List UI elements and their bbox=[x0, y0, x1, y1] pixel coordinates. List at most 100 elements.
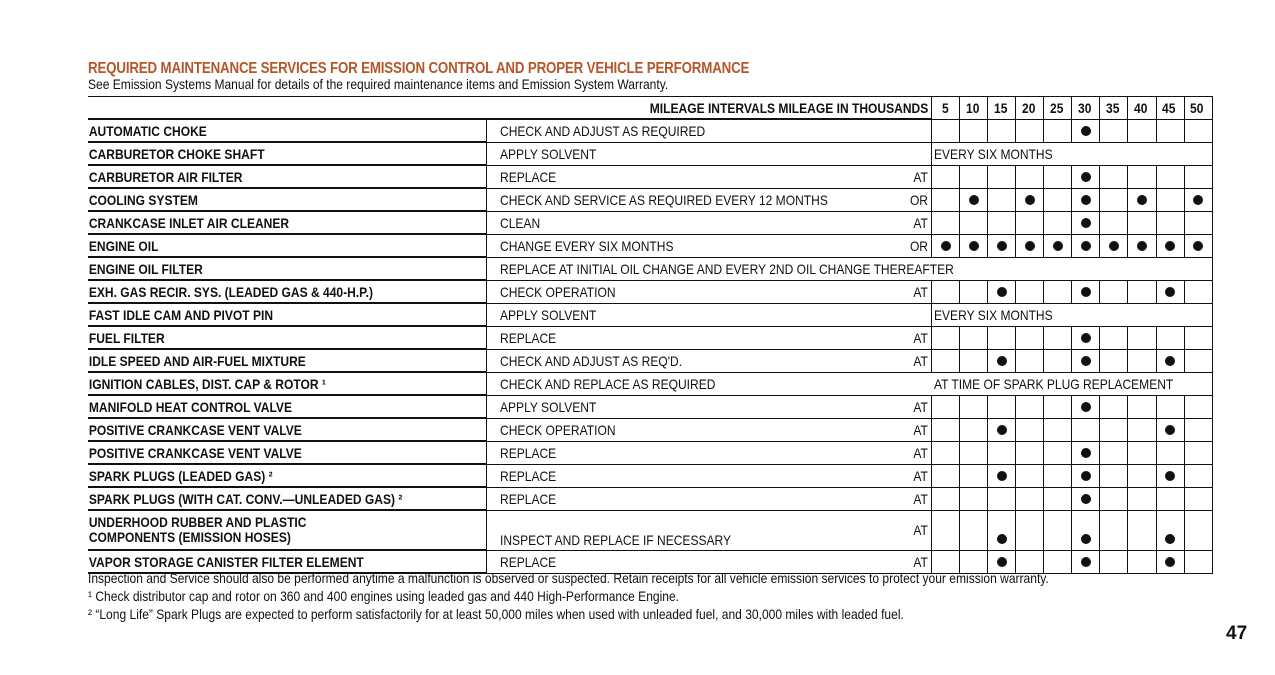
interval-cell-10 bbox=[959, 509, 989, 551]
interval-qualifier: AT bbox=[913, 421, 928, 438]
interval-cell-25 bbox=[1043, 348, 1073, 373]
interval-cell-5 bbox=[930, 486, 961, 511]
item-cell: ENGINE OIL bbox=[88, 234, 487, 258]
interval-qualifier: AT bbox=[913, 283, 928, 300]
service-dot-icon bbox=[1193, 194, 1204, 205]
service-dot-icon bbox=[1165, 240, 1176, 251]
interval-cell-5 bbox=[930, 509, 961, 551]
item-cell: CARBURETOR AIR FILTER bbox=[88, 165, 487, 189]
item-name: CRANKCASE INLET AIR CLEANER bbox=[88, 214, 290, 231]
note-general: Inspection and Service should also be pe… bbox=[88, 570, 1049, 586]
interval-cell-10 bbox=[959, 463, 989, 488]
item-cell: CRANKCASE INLET AIR CLEANER bbox=[88, 211, 487, 235]
interval-cell-20 bbox=[1015, 210, 1045, 235]
table-row: CRANKCASE INLET AIR CLEANER CLEAN AT bbox=[88, 210, 1213, 235]
interval-cell-50 bbox=[1183, 440, 1213, 465]
maintenance-schedule-table: MILEAGE INTERVALS MILEAGE IN THOUSANDS 5… bbox=[88, 96, 1213, 574]
interval-cell-35 bbox=[1099, 463, 1129, 488]
interval-cell-30 bbox=[1071, 509, 1101, 551]
interval-cell-35 bbox=[1099, 210, 1129, 235]
item-cell: CARBURETOR CHOKE SHAFT bbox=[88, 142, 487, 166]
service-dot-icon bbox=[996, 286, 1007, 297]
interval-cell-20 bbox=[1015, 509, 1045, 551]
mileage-header-40: 40 bbox=[1127, 96, 1157, 120]
item-name: POSITIVE CRANKCASE VENT VALVE bbox=[88, 444, 302, 461]
interval-cell-45 bbox=[1155, 233, 1185, 258]
interval-cell-25 bbox=[1043, 210, 1073, 235]
interval-cell-25 bbox=[1043, 440, 1073, 465]
interval-cell-50 bbox=[1183, 463, 1213, 488]
interval-cell-30 bbox=[1071, 279, 1101, 304]
interval-cell-40 bbox=[1127, 118, 1157, 143]
interval-cell-50 bbox=[1183, 233, 1213, 258]
interval-cell-45 bbox=[1155, 210, 1185, 235]
service-dot-icon bbox=[1080, 286, 1091, 297]
interval-cell-5 bbox=[930, 417, 961, 442]
interval-cell-45 bbox=[1155, 509, 1185, 551]
interval-cell-10 bbox=[959, 118, 989, 143]
interval-cell-20 bbox=[1015, 233, 1045, 258]
interval-cell-20 bbox=[1015, 164, 1045, 189]
interval-cell-15 bbox=[987, 348, 1017, 373]
action-text: REPLACE bbox=[500, 444, 557, 461]
mileage-value: 35 bbox=[1106, 99, 1120, 116]
action-cell: REPLACE AT bbox=[486, 326, 932, 350]
interval-span-cell: EVERY SIX MONTHS bbox=[931, 302, 1213, 327]
interval-cell-35 bbox=[1099, 440, 1129, 465]
service-dot-icon bbox=[1080, 470, 1091, 481]
service-dot-icon bbox=[1165, 355, 1176, 366]
item-name: ENGINE OIL FILTER bbox=[88, 260, 203, 277]
interval-cell-25 bbox=[1043, 118, 1073, 143]
interval-cell-25 bbox=[1043, 509, 1073, 551]
interval-cell-5 bbox=[930, 164, 961, 189]
interval-cell-30 bbox=[1071, 348, 1101, 373]
item-name: MANIFOLD HEAT CONTROL VALVE bbox=[88, 398, 292, 415]
item-cell: IDLE SPEED AND AIR-FUEL MIXTURE bbox=[88, 349, 487, 373]
interval-cell-25 bbox=[1043, 417, 1073, 442]
service-dot-icon bbox=[996, 556, 1007, 567]
interval-cell-25 bbox=[1043, 279, 1073, 304]
service-dot-icon bbox=[1165, 286, 1176, 297]
action-text: REPLACE bbox=[500, 168, 557, 185]
item-name: SPARK PLUGS (WITH CAT. CONV.—UNLEADED GA… bbox=[88, 490, 403, 507]
interval-cell-15 bbox=[987, 187, 1017, 212]
interval-cell-25 bbox=[1043, 164, 1073, 189]
interval-cell-5 bbox=[930, 279, 961, 304]
table-row: POSITIVE CRANKCASE VENT VALVE CHECK OPERA… bbox=[88, 417, 1213, 442]
interval-cell-5 bbox=[930, 118, 961, 143]
interval-cell-35 bbox=[1099, 509, 1129, 551]
interval-cell-45 bbox=[1155, 549, 1185, 574]
service-dot-icon bbox=[1080, 125, 1091, 136]
table-row: FUEL FILTER REPLACE AT bbox=[88, 325, 1213, 350]
action-cell: REPLACE AT bbox=[486, 464, 932, 488]
interval-cell-50 bbox=[1183, 394, 1213, 419]
service-dot-icon bbox=[1080, 556, 1091, 567]
service-dot-icon bbox=[1080, 401, 1091, 412]
mileage-header-35: 35 bbox=[1099, 96, 1129, 120]
interval-cell-20 bbox=[1015, 417, 1045, 442]
interval-cell-35 bbox=[1099, 486, 1129, 511]
interval-cell-20 bbox=[1015, 486, 1045, 511]
item-name: POSITIVE CRANKCASE VENT VALVE bbox=[88, 421, 302, 438]
table-row: SPARK PLUGS (LEADED GAS) ² REPLACE AT bbox=[88, 463, 1213, 488]
service-dot-icon bbox=[996, 470, 1007, 481]
interval-cell-50 bbox=[1183, 187, 1213, 212]
action-cell: CHECK AND ADJUST AS REQUIRED bbox=[486, 119, 932, 143]
interval-cell-30 bbox=[1071, 187, 1101, 212]
interval-cell-40 bbox=[1127, 394, 1157, 419]
table-row: VAPOR STORAGE CANISTER FILTER ELEMENT REP… bbox=[88, 549, 1213, 574]
interval-cell-40 bbox=[1127, 509, 1157, 551]
table-row: CARBURETOR AIR FILTER REPLACE AT bbox=[88, 164, 1213, 189]
interval-cell-10 bbox=[959, 233, 989, 258]
item-name: IGNITION CABLES, DIST. CAP & ROTOR ¹ bbox=[88, 375, 326, 392]
service-dot-icon bbox=[1108, 240, 1119, 251]
table-row: IGNITION CABLES, DIST. CAP & ROTOR ¹ CHEC… bbox=[88, 371, 1213, 396]
interval-cell-15 bbox=[987, 440, 1017, 465]
mileage-header-30: 30 bbox=[1071, 96, 1101, 120]
item-cell: SPARK PLUGS (LEADED GAS) ² bbox=[88, 464, 487, 488]
interval-span-text: EVERY SIX MONTHS bbox=[934, 145, 1053, 162]
service-dot-icon bbox=[1052, 240, 1063, 251]
interval-cell-10 bbox=[959, 348, 989, 373]
interval-cell-10 bbox=[959, 417, 989, 442]
mileage-header-10: 10 bbox=[959, 96, 989, 120]
